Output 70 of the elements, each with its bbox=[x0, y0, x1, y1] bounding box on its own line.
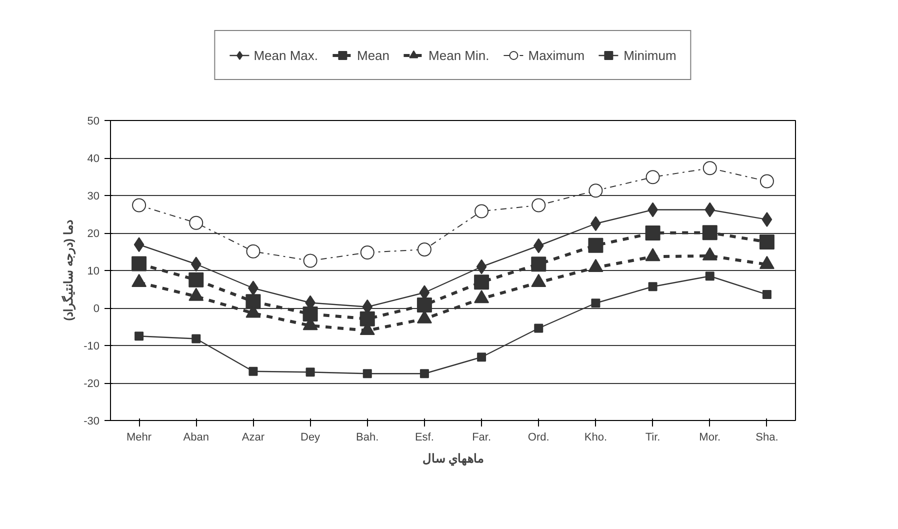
y-tick-label: 30 bbox=[87, 190, 100, 202]
legend-label: Mean Max. bbox=[254, 48, 318, 62]
point bbox=[246, 244, 260, 258]
point bbox=[416, 298, 432, 312]
y-tick-label: -30 bbox=[84, 416, 100, 428]
x-tick-label: Aban bbox=[183, 432, 209, 444]
point bbox=[531, 256, 546, 272]
point bbox=[532, 198, 546, 212]
point bbox=[591, 298, 600, 308]
point bbox=[246, 294, 261, 310]
x-tick-label: Far. bbox=[472, 432, 492, 444]
point bbox=[417, 242, 432, 256]
point bbox=[306, 368, 315, 377]
point bbox=[648, 282, 658, 292]
legend-label: Mean bbox=[357, 48, 390, 62]
point bbox=[646, 170, 660, 184]
y-tick-label: 40 bbox=[87, 153, 100, 165]
y-tick-label: 20 bbox=[87, 228, 100, 240]
x-tick-label: Esf. bbox=[414, 432, 434, 444]
point bbox=[132, 256, 147, 272]
point bbox=[248, 366, 258, 376]
point bbox=[588, 238, 604, 253]
point bbox=[702, 225, 718, 240]
x-tick-label: Tir. bbox=[645, 432, 660, 444]
point bbox=[188, 272, 204, 288]
y-tick-label: 10 bbox=[87, 266, 100, 278]
point bbox=[476, 259, 487, 274]
point bbox=[533, 238, 544, 254]
x-tick-label: Sha. bbox=[756, 432, 778, 444]
x-axis-title: ماههاي سال bbox=[422, 452, 484, 466]
y-tick-label: 50 bbox=[87, 116, 100, 128]
point bbox=[189, 216, 204, 230]
legend-label: Mean Min. bbox=[428, 48, 490, 62]
point bbox=[474, 204, 489, 218]
point bbox=[132, 198, 146, 212]
x-tick-label: Bah. bbox=[356, 432, 379, 444]
point bbox=[645, 226, 660, 240]
x-tick-label: Mehr bbox=[126, 432, 152, 444]
point bbox=[474, 274, 490, 290]
point bbox=[762, 212, 772, 227]
x-tick-label: Mor. bbox=[699, 432, 721, 444]
x-tick-label: Kho. bbox=[584, 432, 608, 444]
point bbox=[588, 184, 603, 198]
point bbox=[360, 311, 375, 326]
point bbox=[477, 352, 486, 362]
point bbox=[134, 237, 144, 252]
point bbox=[762, 290, 772, 299]
point bbox=[760, 174, 774, 188]
point bbox=[420, 369, 429, 378]
legend-label: Maximum bbox=[528, 48, 585, 62]
x-tick-label: Azar bbox=[242, 432, 265, 444]
x-tick-label: Dey bbox=[300, 432, 321, 444]
point bbox=[534, 324, 544, 333]
y-axis-title: دما (درجه سانتيگراد) bbox=[60, 220, 77, 321]
point bbox=[705, 272, 714, 281]
point bbox=[702, 161, 717, 176]
point bbox=[190, 256, 202, 272]
point bbox=[302, 306, 318, 322]
point bbox=[192, 334, 201, 344]
y-tick-label: -10 bbox=[84, 340, 100, 352]
point bbox=[134, 332, 144, 341]
legend-label: Minimum bbox=[624, 48, 676, 62]
point bbox=[362, 369, 372, 378]
x-tick-label: Ord. bbox=[528, 432, 550, 444]
point bbox=[360, 246, 374, 260]
point bbox=[759, 234, 774, 250]
y-tick-label: 0 bbox=[93, 303, 100, 315]
y-tick-label: -20 bbox=[84, 378, 100, 390]
point bbox=[704, 202, 716, 218]
point bbox=[303, 254, 318, 268]
